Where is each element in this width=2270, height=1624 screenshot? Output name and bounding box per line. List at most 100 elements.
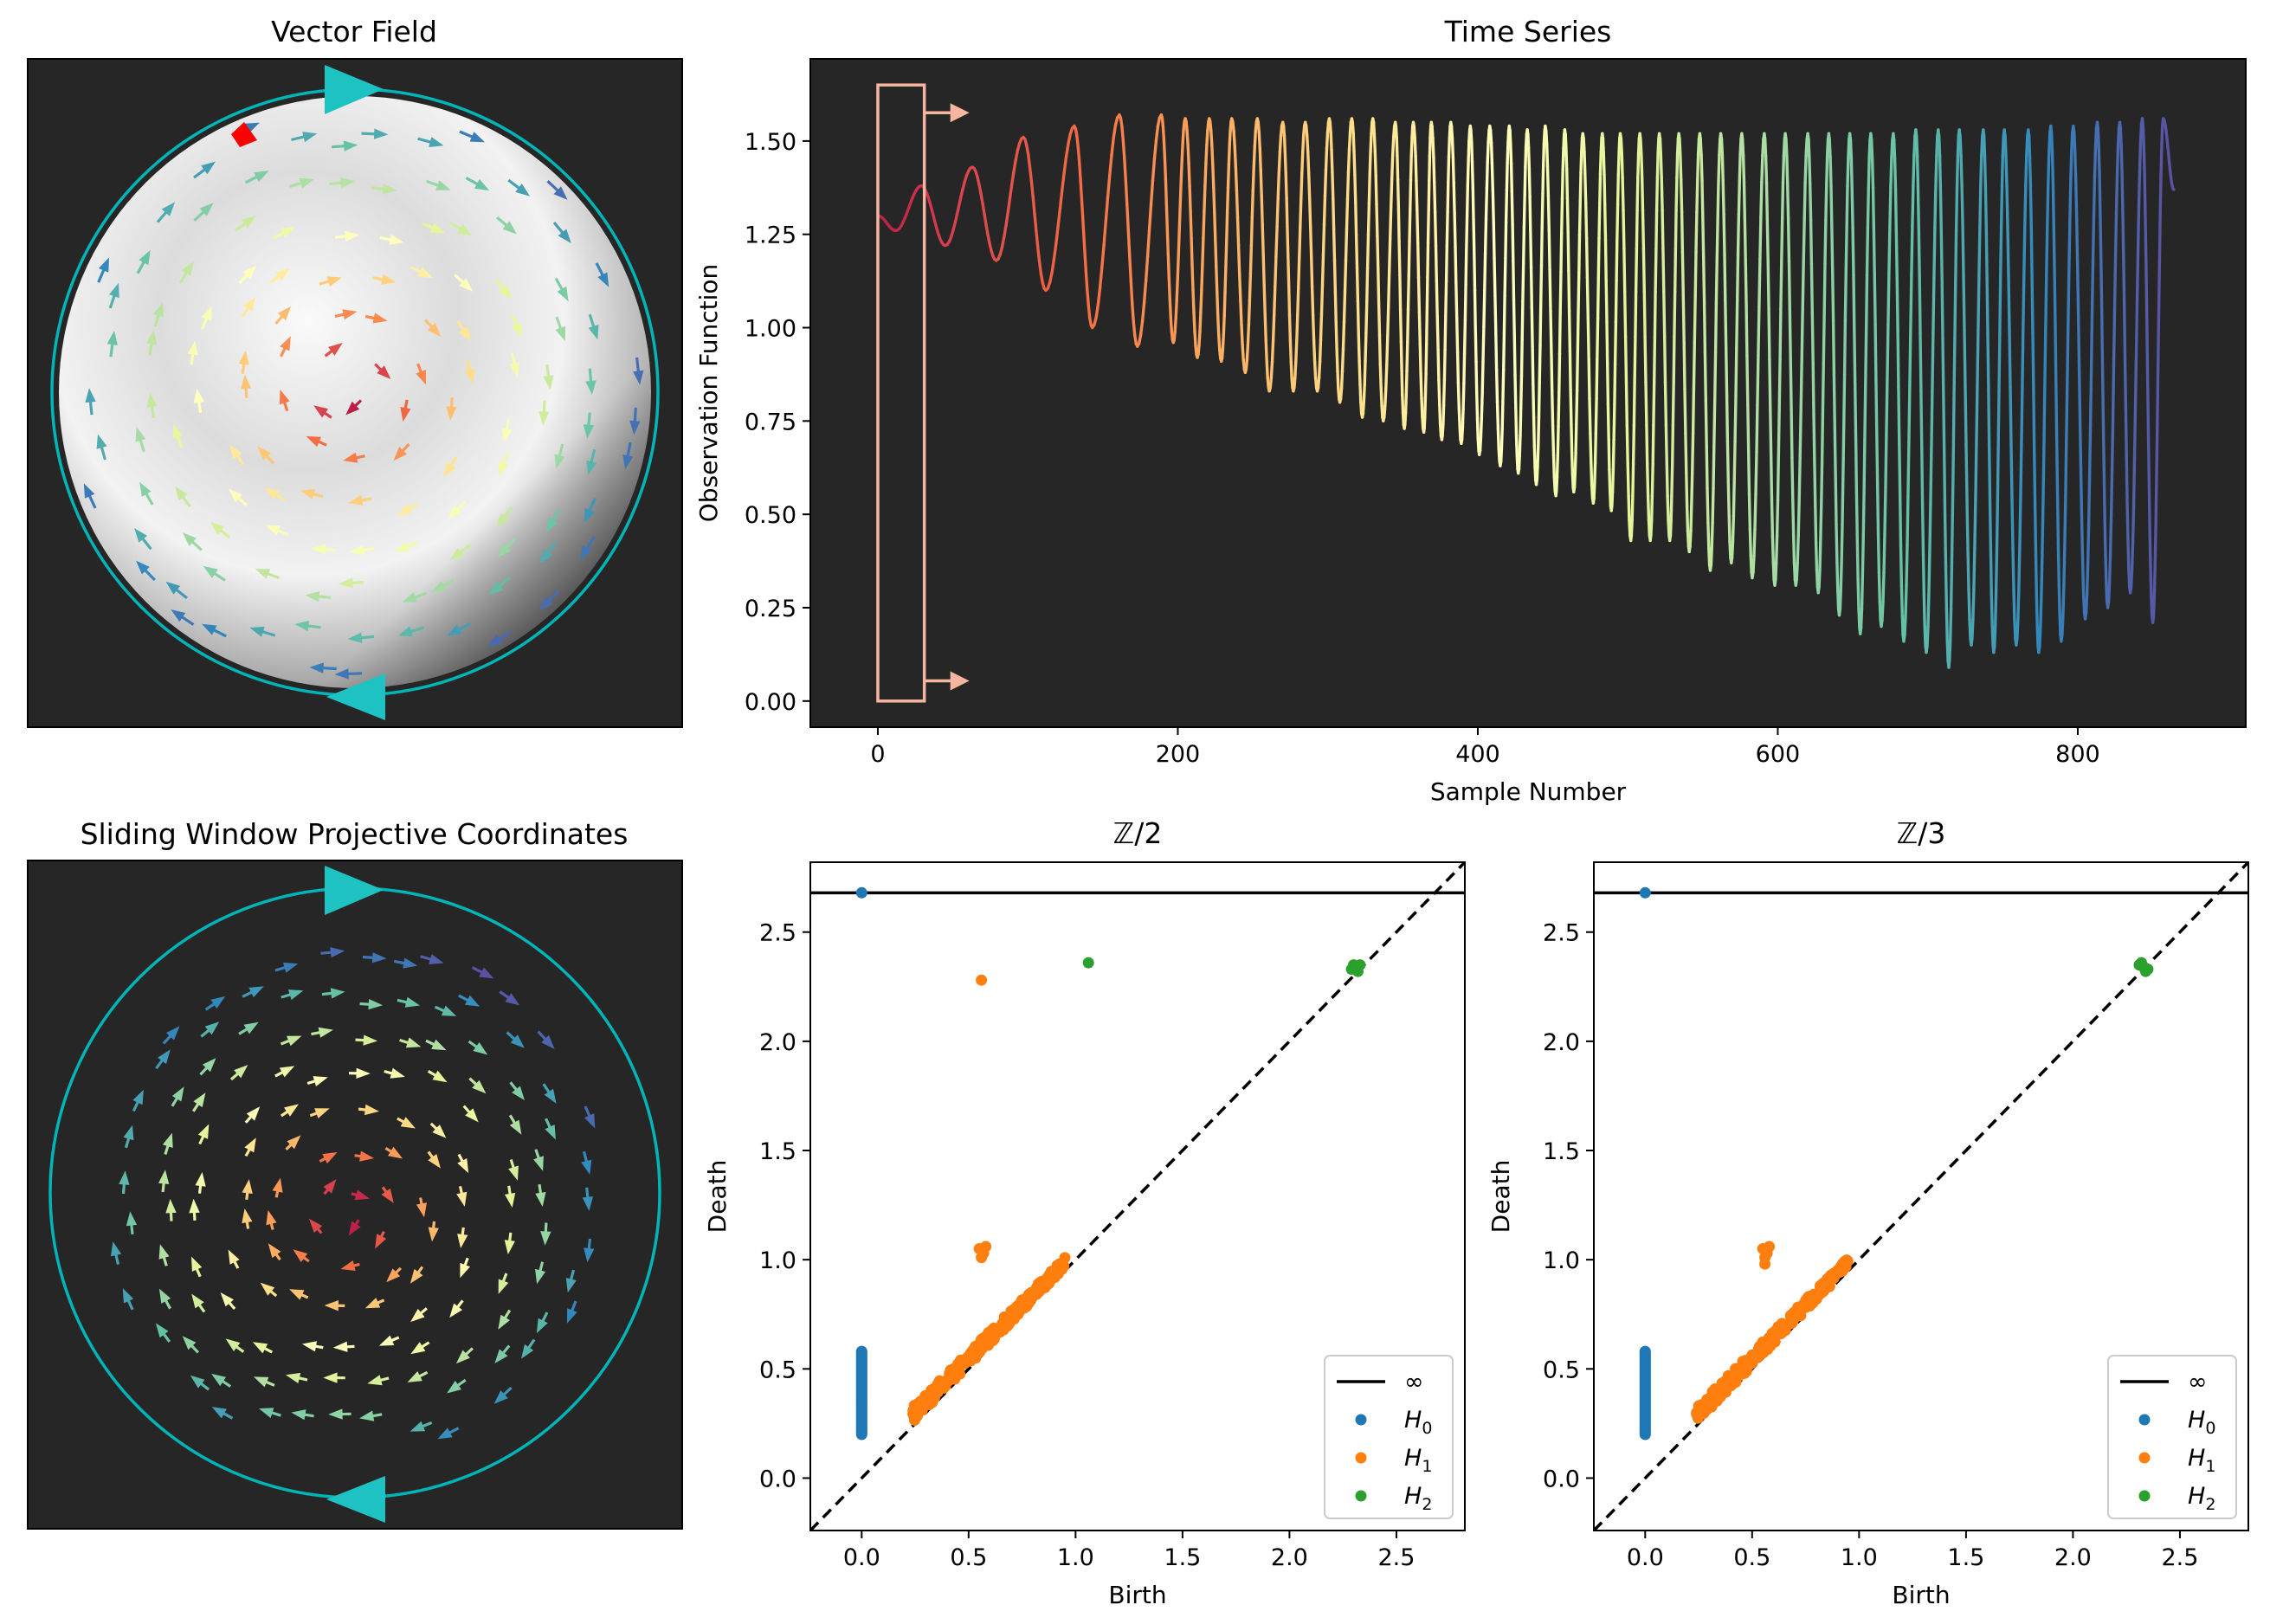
series-segment (1630, 494, 1635, 522)
legend-box (2107, 1355, 2237, 1519)
series-segment (977, 183, 983, 196)
persistence-point (1769, 1325, 1781, 1337)
series-segment (1328, 120, 1332, 134)
series-segment (1998, 276, 2002, 335)
series-segment (2101, 417, 2106, 472)
series-segment (1462, 319, 1467, 356)
series-segment (1944, 607, 1949, 642)
series-segment (1735, 299, 1739, 350)
series-segment (1035, 245, 1041, 263)
series-segment (1679, 152, 1683, 181)
field-arrow-head (416, 370, 426, 385)
series-segment (1919, 390, 1924, 451)
series-segment (1906, 494, 1910, 547)
field-arrow-head (359, 1150, 375, 1162)
series-segment (1403, 411, 1408, 427)
series-segment (2015, 617, 2020, 641)
field-arrow-head (126, 1211, 138, 1227)
series-segment (1983, 185, 1989, 230)
legend-swatch (1355, 1414, 1367, 1426)
series-segment (1555, 454, 1560, 480)
series-segment (1461, 407, 1465, 429)
series-segment (1662, 290, 1667, 338)
series-segment (2100, 364, 2106, 421)
series-segment (1367, 173, 1371, 205)
series-segment (1209, 129, 1214, 147)
x-tick-label: 2.5 (1377, 1544, 1415, 1571)
series-segment (1079, 181, 1084, 206)
series-segment (1120, 125, 1125, 142)
series-segment (1959, 153, 1964, 188)
field-arrow-head (393, 447, 408, 461)
field-arrow-head (201, 306, 212, 321)
y-tick-label: 0.0 (759, 1466, 796, 1492)
series-segment (2041, 446, 2046, 506)
series-segment (1080, 203, 1086, 229)
series-segment (1589, 432, 1593, 465)
field-arrow-head (410, 1268, 423, 1284)
series-segment (1979, 153, 1983, 188)
field-arrow-head (153, 302, 164, 318)
persistence-point (1082, 957, 1094, 969)
persistence-point (986, 1324, 998, 1336)
persistence-point (1639, 1345, 1651, 1357)
series-segment (1987, 448, 1992, 506)
series-segment (981, 202, 986, 216)
series-segment (1730, 540, 1735, 559)
series-segment (1061, 171, 1066, 192)
series-segment (1605, 320, 1609, 366)
series-segment (1356, 300, 1360, 335)
series-segment (2099, 309, 2105, 367)
field-arrow-head (469, 132, 485, 143)
field-arrow-head (584, 1247, 595, 1263)
series-segment (1996, 448, 2000, 506)
series-segment (1551, 424, 1556, 457)
field-arrow-head (299, 177, 314, 189)
series-segment (2148, 525, 2152, 570)
diagram-title: ℤ/2 (1113, 816, 1163, 850)
legend-infinity-label: ∞ (2188, 1369, 2208, 1395)
series-segment (1029, 178, 1035, 199)
series-segment (1216, 291, 1220, 318)
series-segment (1712, 445, 1716, 490)
field-arrow-head (238, 350, 249, 365)
series-segment (1408, 207, 1412, 243)
series-segment (1875, 485, 1880, 536)
series-segment (1952, 337, 1957, 401)
field-arrow-head (161, 202, 176, 216)
field-arrow-head (437, 1427, 453, 1440)
series-segment (1165, 227, 1170, 256)
field-arrow-head (347, 632, 363, 643)
series-segment (1753, 493, 1757, 532)
series-segment (1691, 387, 1696, 435)
field-arrow-head (264, 487, 280, 500)
field-arrow-head (340, 177, 355, 189)
field-arrow-head (558, 229, 571, 243)
series-segment (1319, 283, 1325, 316)
series-segment (1332, 197, 1336, 231)
field-arrow-head (225, 1338, 241, 1351)
series-segment (1467, 140, 1471, 163)
series-segment (1306, 171, 1312, 200)
field-arrow-head (330, 988, 345, 999)
series-segment (1250, 189, 1255, 219)
field-arrow-head (340, 1260, 356, 1271)
field-arrow-head (584, 1113, 596, 1129)
series-segment (1888, 185, 1893, 229)
time-series-ylabel: Observation Function (694, 264, 723, 523)
field-arrow-head (182, 532, 197, 546)
series-segment (1767, 307, 1771, 361)
series-segment (1104, 196, 1110, 223)
series-segment (1720, 153, 1725, 183)
series-segment (1054, 224, 1060, 246)
field-arrow-head (521, 1344, 534, 1359)
series-segment (1533, 465, 1538, 482)
series-segment (2022, 274, 2026, 332)
series-segment (2031, 332, 2035, 393)
vector-field-panel: Vector Field (27, 15, 683, 728)
diagram-xlabel: Birth (1108, 1581, 1166, 1609)
series-segment (1896, 329, 1900, 390)
series-segment (1386, 303, 1390, 338)
series-segment (1494, 332, 1499, 371)
series-segment (1211, 163, 1216, 190)
